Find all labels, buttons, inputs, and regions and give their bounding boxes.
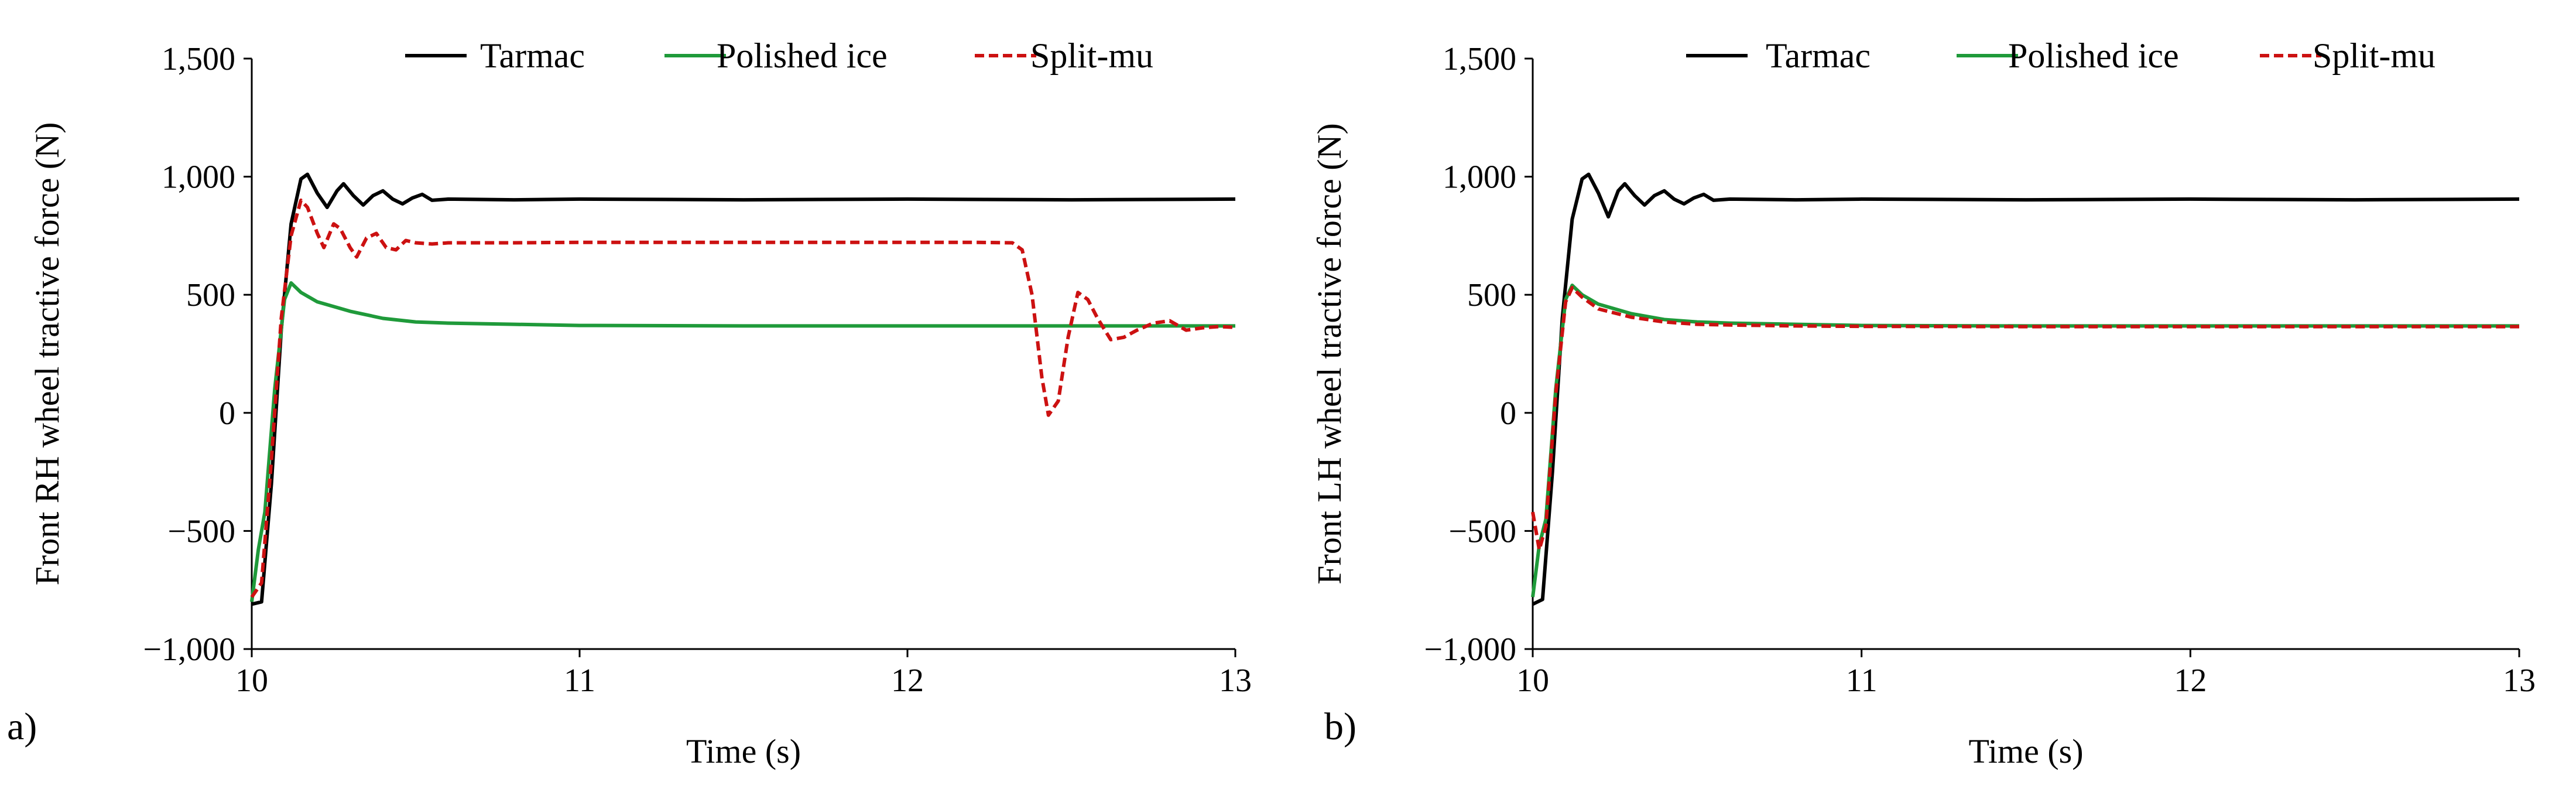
y-axis-label: Front LH wheel tractive force (N) <box>1310 123 1348 585</box>
y-tick-label: 500 <box>1467 277 1516 313</box>
x-axis-label: Time (s) <box>1968 732 2083 770</box>
series-line-split-mu <box>250 198 1236 599</box>
legend-label: Split-mu <box>2313 36 2435 75</box>
x-tick-label: 13 <box>1219 663 1252 699</box>
x-tick-label: 13 <box>2503 663 2536 699</box>
x-tick-label: 10 <box>1516 663 1549 699</box>
legend-label: Polished ice <box>717 36 888 75</box>
x-tick-label: 11 <box>1846 663 1878 699</box>
y-axis-label: Front RH wheel tractive force (N) <box>28 122 66 586</box>
series-line-tarmac <box>251 172 1236 606</box>
legend-label: Polished ice <box>2008 36 2179 75</box>
panel-label: a) <box>7 705 37 748</box>
x-axis-label: Time (s) <box>686 732 801 770</box>
x-tick-label: 11 <box>564 663 595 699</box>
series-line-polished-ice <box>1531 284 2519 597</box>
panel-label: b) <box>1324 705 1356 748</box>
x-tick-label: 12 <box>891 663 924 699</box>
y-tick-label: 0 <box>1500 395 1516 432</box>
y-tick-label: 1,000 <box>162 159 235 196</box>
series-line-polished-ice <box>250 281 1235 602</box>
x-tick-label: 10 <box>235 663 268 699</box>
legend-label: Split-mu <box>1030 36 1153 75</box>
chart-panel-2: −1,000 −500 0 500 1,000 1,500 10 11 12 13 Time (s)… <box>1310 36 2536 770</box>
series-line-split-mu <box>1531 286 2519 552</box>
y-tick-label: 500 <box>186 277 235 313</box>
y-tick-label: −1,000 <box>143 631 235 668</box>
y-tick-label: 1,500 <box>1443 41 1516 77</box>
chart-panel-1: −1,000 −500 0 500 1,000 1,500 10 11 12 13 Time (s)… <box>7 36 1252 770</box>
y-tick-label: 0 <box>219 395 235 432</box>
y-tick-label: −500 <box>1448 513 1516 549</box>
legend-label: Tarmac <box>480 36 585 75</box>
series-line-tarmac <box>1532 172 2520 606</box>
legend-label: Tarmac <box>1766 36 1871 75</box>
y-tick-label: 1,000 <box>1443 159 1516 196</box>
y-tick-label: −500 <box>167 513 235 549</box>
x-tick-label: 12 <box>2174 663 2207 699</box>
y-tick-label: 1,500 <box>162 41 235 77</box>
y-tick-label: −1,000 <box>1424 631 1516 668</box>
